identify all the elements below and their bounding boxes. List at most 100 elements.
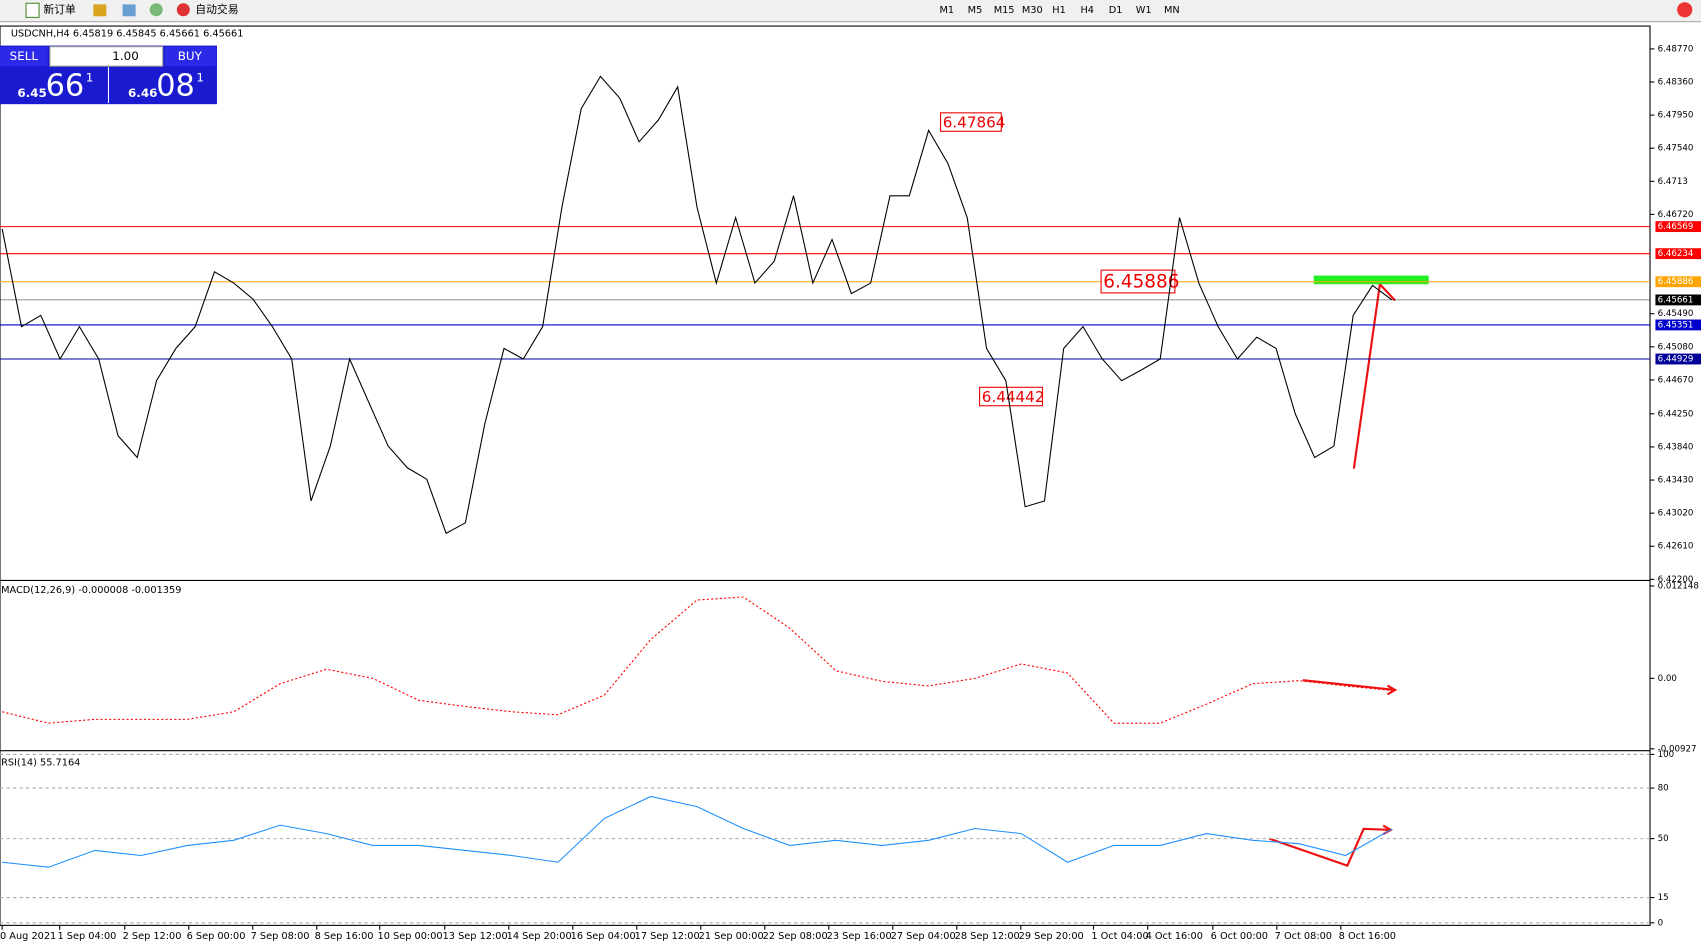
price-level-label: 6.46569	[1658, 222, 1694, 232]
buy-label[interactable]: BUY	[178, 49, 203, 63]
macd-header: MACD(12,26,9) -0.000008 -0.001359	[1, 585, 181, 596]
x-tick-label: 22 Sep 08:00	[763, 931, 828, 942]
sell-button[interactable]	[0, 46, 48, 67]
x-tick-label: 29 Sep 20:00	[1019, 931, 1084, 942]
buy-price-pips[interactable]: 08	[156, 68, 195, 103]
timeframe-button[interactable]: W1	[1136, 5, 1152, 16]
timeframe-button[interactable]: M5	[968, 5, 983, 16]
x-tick-label: 23 Sep 16:00	[827, 931, 892, 942]
price-level-label-bg	[1655, 248, 1701, 260]
y-tick-label: 6.47950	[1658, 111, 1694, 121]
price-annotation-box	[1100, 269, 1176, 294]
series-line	[1, 75, 1393, 535]
y-tick-label: 6.44670	[1658, 375, 1694, 385]
arrow	[1268, 824, 1393, 868]
x-tick-label: 6 Oct 00:00	[1211, 931, 1268, 942]
sell-price-big-figure[interactable]: 6.45	[17, 86, 46, 100]
x-tick-label: 8 Sep 16:00	[315, 931, 374, 942]
y-tick-label: 80	[1658, 784, 1669, 794]
toolbar: 新订单 自动交易	[25, 2, 1693, 18]
y-tick-label: -0.00927	[1658, 744, 1697, 754]
icon[interactable]	[149, 3, 163, 17]
x-tick-label: 7 Oct 08:00	[1275, 931, 1332, 942]
timeframe-button[interactable]: H4	[1080, 5, 1094, 16]
x-tick-label: 28 Sep 12:00	[955, 931, 1020, 942]
arrow	[1352, 283, 1396, 469]
new-order-button[interactable]: 新订单	[43, 2, 76, 16]
y-tick-label: 100	[1658, 750, 1675, 760]
y-tick-label: 6.43430	[1658, 476, 1694, 486]
timeframe-button[interactable]: H1	[1052, 5, 1066, 16]
y-tick-label: 6.42200	[1658, 575, 1694, 585]
price-annotation-box	[939, 112, 1002, 132]
rsi-header: RSI(14) 55.7164	[1, 758, 80, 769]
buy-button[interactable]	[164, 46, 216, 67]
timeframe-button[interactable]: M15	[994, 5, 1015, 16]
y-tick-label: 15	[1658, 893, 1669, 903]
price-annotation: 6.45886	[1103, 272, 1179, 293]
auto-trading-button[interactable]: 自动交易	[195, 2, 238, 16]
x-tick-label: 8 Oct 16:00	[1339, 931, 1396, 942]
sell-price-pips[interactable]: 66	[46, 68, 85, 103]
x-tick-label: 4 Oct 16:00	[1146, 931, 1203, 942]
trade-panel: SELL 1.00 BUY 6.45 66 1 6.46 08 1	[0, 45, 217, 105]
x-tick-label: 1 Oct 04:00	[1091, 931, 1148, 942]
y-tick-label: 6.43840	[1658, 442, 1694, 452]
y-tick-label: 6.47540	[1658, 144, 1694, 154]
timeframe-button[interactable]: MN	[1164, 5, 1180, 16]
y-tick-label: 6.45080	[1658, 342, 1694, 352]
timeframe-button[interactable]: M30	[1022, 5, 1043, 16]
y-tick-label: 6.48770	[1658, 44, 1694, 54]
y-tick-label: 6.44250	[1658, 409, 1694, 419]
price-level-label: 6.45886	[1658, 277, 1694, 287]
y-tick-label: 6.46720	[1658, 210, 1694, 220]
price-level-label-bg	[1655, 294, 1701, 306]
series-line	[2, 596, 1392, 724]
drawn-arrows	[1268, 283, 1398, 868]
x-tick-label: 10 Sep 00:00	[378, 931, 443, 942]
timeframe-button[interactable]: D1	[1109, 5, 1123, 16]
y-tick-label: 0.012148	[1658, 581, 1699, 591]
lots-value[interactable]: 1.00	[112, 49, 139, 63]
icon[interactable]	[93, 4, 107, 17]
toolbar-bg	[0, 0, 1701, 22]
timeframe-button[interactable]: M1	[939, 5, 954, 16]
x-tick-label: 13 Sep 12:00	[443, 931, 508, 942]
arrow	[1302, 679, 1398, 696]
sell-label[interactable]: SELL	[10, 49, 39, 63]
price-level-label-bg	[1655, 221, 1701, 233]
x-tick-label: 1 Sep 04:00	[57, 931, 116, 942]
x-tick-label: 6 Sep 00:00	[187, 931, 246, 942]
icon[interactable]	[122, 4, 136, 17]
price-level-label: 6.45661	[1658, 295, 1694, 305]
price-level-label: 6.44929	[1658, 355, 1694, 365]
price-annotation-box	[979, 386, 1044, 407]
x-tick-label: 17 Sep 12:00	[635, 931, 700, 942]
x-tick-label: 16 Sep 04:00	[571, 931, 636, 942]
y-tick-label: 0.00	[1658, 674, 1677, 684]
y-tick-label: 50	[1658, 834, 1669, 844]
x-tick-label: 14 Sep 20:00	[507, 931, 572, 942]
notification[interactable]	[1677, 2, 1693, 18]
y-tick-label: 6.4713	[1658, 177, 1688, 187]
highlight-zone	[1313, 275, 1429, 285]
x-tick-label: 0 Aug 2021	[0, 931, 56, 942]
x-tick-label: 21 Sep 00:00	[699, 931, 764, 942]
auto-trading-icon[interactable]	[176, 3, 190, 17]
y-tick-label: 0	[1658, 918, 1664, 928]
price-level-label-bg	[1655, 319, 1701, 331]
price-level-label-bg	[1655, 276, 1701, 288]
x-tick-label: 27 Sep 04:00	[891, 931, 956, 942]
lots-input[interactable]	[49, 46, 164, 67]
price-level-label: 6.46234	[1658, 249, 1694, 259]
new-order-icon[interactable]	[25, 2, 40, 18]
buy-price-fraction[interactable]: 1	[196, 71, 204, 85]
chart-header: USDCNH,H4 6.45819 6.45845 6.45661 6.4566…	[11, 29, 244, 40]
price-level-label: 6.45351	[1658, 320, 1694, 330]
buy-price-big-figure[interactable]: 6.46	[128, 86, 157, 100]
y-tick-label: 6.48360	[1658, 78, 1694, 88]
y-tick-label: 6.45490	[1658, 309, 1694, 319]
sell-price-fraction[interactable]: 1	[86, 71, 94, 85]
